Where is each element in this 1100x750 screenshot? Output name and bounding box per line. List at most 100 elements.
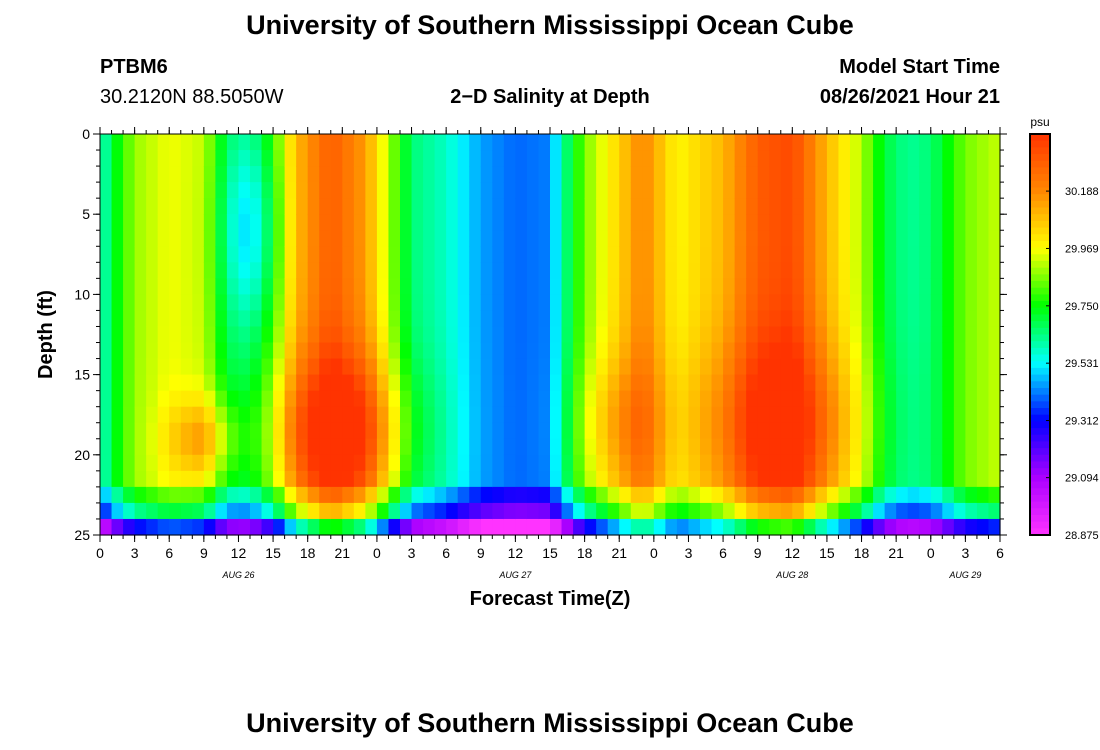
heatmap-cell bbox=[330, 326, 343, 344]
heatmap-cell bbox=[930, 134, 943, 151]
heatmap-cell bbox=[907, 486, 920, 504]
heatmap-cell bbox=[942, 134, 955, 151]
heatmap-cell bbox=[353, 454, 366, 472]
heatmap-cell bbox=[342, 486, 355, 504]
heatmap-cell bbox=[573, 198, 586, 215]
heatmap-cell bbox=[896, 278, 909, 295]
colorbar-swatch bbox=[1030, 321, 1050, 329]
heatmap-cell bbox=[653, 454, 666, 472]
x-tick-label: 0 bbox=[373, 545, 381, 561]
colorbar-tick-label: 30.188 bbox=[1065, 186, 1099, 198]
heatmap-cell bbox=[330, 134, 343, 151]
colorbar-swatch bbox=[1030, 287, 1050, 295]
heatmap-cell bbox=[296, 390, 309, 408]
heatmap-cell bbox=[192, 230, 205, 247]
heatmap-cell bbox=[861, 502, 874, 520]
heatmap-cell bbox=[815, 374, 828, 392]
heatmap-cell bbox=[330, 518, 343, 536]
colorbar-swatch bbox=[1030, 381, 1050, 389]
heatmap-cell bbox=[261, 310, 274, 328]
heatmap-cell bbox=[157, 342, 170, 360]
heatmap-cell bbox=[469, 262, 482, 279]
heatmap-cell bbox=[434, 422, 447, 440]
heatmap-cell bbox=[203, 358, 216, 376]
heatmap-cell bbox=[780, 198, 793, 215]
heatmap-cell bbox=[169, 246, 182, 263]
colorbar-swatch bbox=[1030, 234, 1050, 242]
heatmap-cell bbox=[319, 310, 332, 328]
heatmap-cell bbox=[515, 390, 528, 408]
heatmap-cell bbox=[665, 230, 678, 247]
heatmap-cell bbox=[192, 470, 205, 488]
heatmap-cell bbox=[411, 278, 424, 295]
heatmap-cell bbox=[988, 502, 1001, 520]
heatmap-cell bbox=[469, 422, 482, 440]
heatmap-cell bbox=[307, 438, 320, 456]
heatmap-cell bbox=[838, 166, 851, 183]
heatmap-cell bbox=[480, 310, 493, 328]
heatmap-cell bbox=[203, 294, 216, 312]
heatmap-cell bbox=[884, 230, 897, 247]
heatmap-cell bbox=[665, 358, 678, 376]
heatmap-cell bbox=[503, 278, 516, 295]
heatmap-cell bbox=[630, 438, 643, 456]
colorbar-swatch bbox=[1030, 334, 1050, 342]
heatmap-cell bbox=[723, 470, 736, 488]
heatmap-cell bbox=[896, 406, 909, 424]
heatmap-cell bbox=[180, 518, 193, 536]
heatmap-cell bbox=[169, 166, 182, 183]
heatmap-cell bbox=[769, 518, 782, 536]
heatmap-cell bbox=[630, 182, 643, 199]
heatmap-cell bbox=[700, 294, 713, 312]
heatmap-cell bbox=[284, 166, 297, 183]
heatmap-cell bbox=[457, 278, 470, 295]
heatmap-cell bbox=[746, 358, 759, 376]
heatmap-cell bbox=[803, 406, 816, 424]
heatmap-cell bbox=[180, 390, 193, 408]
heatmap-cell bbox=[630, 358, 643, 376]
heatmap-cell bbox=[376, 182, 390, 199]
heatmap-cell bbox=[723, 406, 736, 424]
x-tick-label: 12 bbox=[508, 545, 524, 561]
heatmap-cell bbox=[607, 310, 620, 328]
heatmap-cell bbox=[226, 422, 240, 440]
heatmap-cell bbox=[919, 374, 932, 392]
heatmap-cell bbox=[319, 326, 332, 344]
heatmap-cell bbox=[180, 342, 193, 360]
heatmap-cell bbox=[988, 406, 1001, 424]
heatmap-cell bbox=[376, 358, 390, 376]
heatmap-cell bbox=[757, 342, 770, 360]
heatmap-cell bbox=[746, 230, 759, 247]
heatmap-cell bbox=[342, 390, 355, 408]
heatmap-cell bbox=[492, 150, 505, 167]
heatmap-cell bbox=[942, 246, 955, 263]
colorbar-swatch bbox=[1030, 301, 1050, 309]
heatmap-cell bbox=[907, 358, 920, 376]
heatmap-cell bbox=[434, 310, 447, 328]
heatmap-cell bbox=[538, 422, 551, 440]
heatmap-cell bbox=[284, 518, 297, 536]
heatmap-cell bbox=[376, 374, 390, 392]
heatmap-cell bbox=[561, 246, 574, 263]
heatmap-cell bbox=[792, 166, 805, 183]
heatmap-cell bbox=[376, 262, 390, 279]
heatmap-cell bbox=[203, 502, 216, 520]
heatmap-cell bbox=[826, 438, 840, 456]
colorbar-swatch bbox=[1030, 180, 1050, 189]
heatmap-cell bbox=[619, 518, 632, 536]
heatmap-cell bbox=[400, 342, 413, 360]
heatmap-cell bbox=[930, 342, 943, 360]
heatmap-cell bbox=[665, 486, 678, 504]
heatmap-cell bbox=[146, 326, 159, 344]
heatmap-cell bbox=[215, 166, 228, 183]
heatmap-cell bbox=[376, 390, 390, 408]
heatmap-cell bbox=[365, 422, 378, 440]
heatmap-cell bbox=[596, 486, 609, 504]
heatmap-cell bbox=[619, 182, 632, 199]
heatmap-cell bbox=[169, 374, 182, 392]
heatmap-cell bbox=[538, 486, 551, 504]
heatmap-cell bbox=[965, 342, 978, 360]
heatmap-cell bbox=[423, 150, 436, 167]
heatmap-cell bbox=[815, 486, 828, 504]
heatmap-cell bbox=[780, 294, 793, 312]
